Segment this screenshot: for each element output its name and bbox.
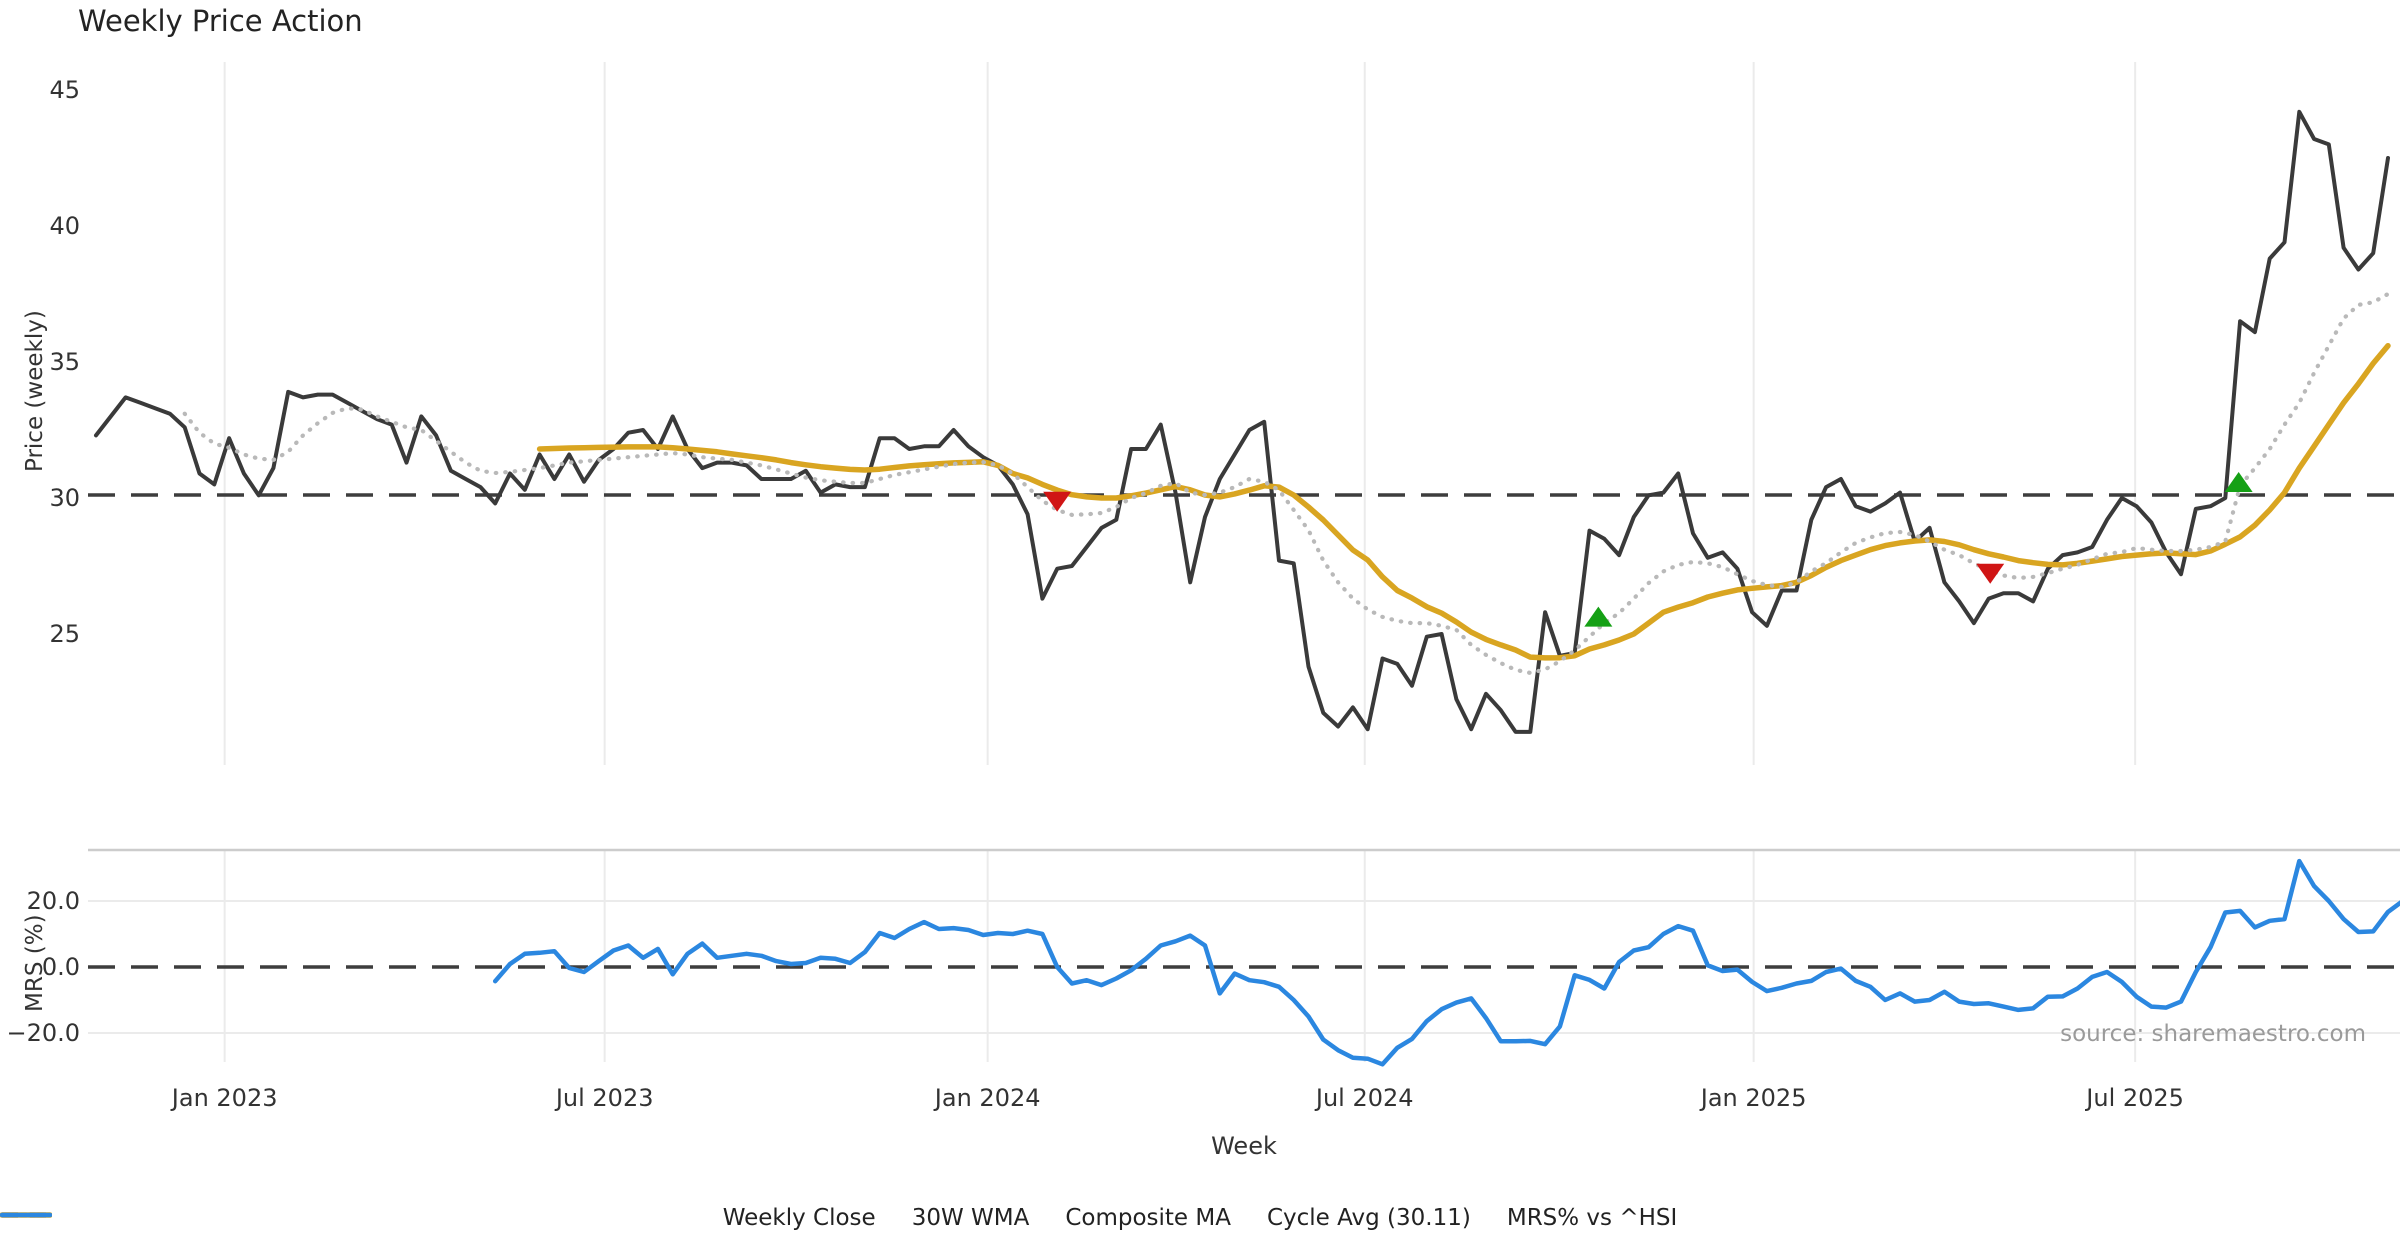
legend-item-composite-ma: Composite MA [0,1205,1231,1231]
legend-item-weekly-close: Weekly Close [0,1205,876,1231]
price-ytick-label: 40 [49,212,80,240]
mrs-ytick-label: 0.0 [42,953,80,981]
legend-label: MRS% vs ^HSI [1506,1205,1678,1231]
price-ytick-label: 30 [49,484,80,512]
chart-title: Weekly Price Action [78,4,363,38]
30w-wma-line [536,342,2391,661]
price-ytick-label: 45 [49,76,80,104]
x-tick-label: Jan 2025 [1699,1084,1807,1112]
x-tick-label: Jul 2025 [2084,1084,2184,1112]
legend-item-cycle-avg-30-11-: Cycle Avg (30.11) [2,1205,1471,1231]
price-ytick-label: 25 [49,620,80,648]
x-tick-label: Jul 2023 [554,1084,654,1112]
buy-signal-marker [2224,472,2253,493]
legend-label: Weekly Close [722,1205,876,1231]
gridlines [88,62,2400,1062]
mrs-vs-hsi-line [492,858,2400,1067]
buy-signal-marker [1584,606,1613,627]
source-watermark: source: sharemaestro.com [2060,1021,2366,1047]
weekly-close-line [94,109,2390,734]
legend-item-30w-wma: 30W WMA [0,1205,1030,1231]
legend-label: Composite MA [1065,1205,1231,1231]
x-tick-label: Jul 2024 [1314,1084,1414,1112]
chart-legend: Weekly Close 30W WMA Composite MA Cycle Avg… [0,1205,2400,1231]
price-ytick-label: 35 [49,348,80,376]
mrs-ytick-label: −20.0 [6,1019,80,1047]
composite-ma-line [182,291,2391,676]
tick-labels: 45 40 35 30 25 20.0 0.0 −20.0 Jan 2023 Jul 2023 Ja… [6,76,2184,1112]
sell-signal-marker [1976,563,2005,584]
legend-label: Cycle Avg (30.11) [1266,1205,1471,1231]
x-axis-label: Week [1211,1132,1277,1160]
x-tick-label: Jan 2024 [933,1084,1041,1112]
mrs-ytick-label: 20.0 [27,887,80,915]
x-tick-label: Jan 2023 [170,1084,278,1112]
sell-signal-marker [1043,491,1072,512]
legend-label: 30W WMA [911,1205,1030,1231]
legend-item-mrs-vs-hsi: MRS% vs ^HSI [0,1205,1678,1231]
legend-swatch-solid-icon [0,1212,52,1218]
